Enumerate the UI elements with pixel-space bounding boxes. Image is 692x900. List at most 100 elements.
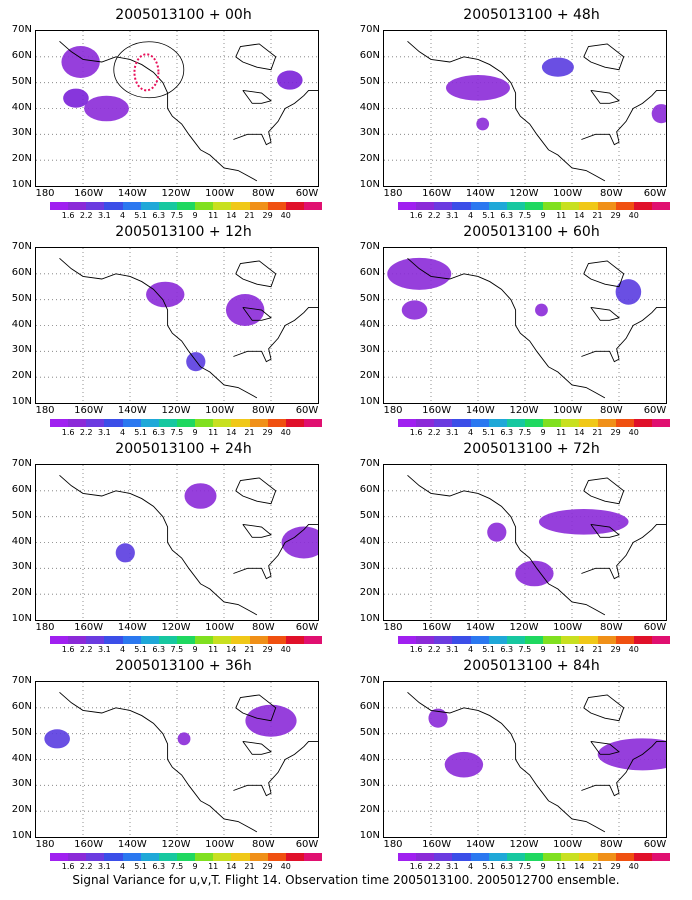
color-scale-bar: [398, 636, 671, 644]
color-swatch: [86, 419, 105, 427]
latitude-label: 20N: [359, 153, 380, 165]
coastline: [590, 740, 620, 755]
longitude-label: 60W: [643, 405, 667, 416]
color-swatch: [615, 419, 634, 427]
color-scale-label: 29: [610, 428, 621, 437]
map-canvas: [384, 248, 666, 403]
color-scale-label: 9: [540, 862, 546, 871]
latitude-label: 30N: [11, 127, 32, 139]
latitude-label: 30N: [11, 344, 32, 356]
variance-contour: [63, 88, 89, 108]
color-scale-label: 14: [574, 428, 585, 437]
longitude-label: 100W: [205, 188, 235, 199]
color-swatch: [543, 202, 562, 210]
color-swatch: [68, 202, 87, 210]
color-scale-label: 6.3: [152, 211, 166, 220]
latitude-label: 50N: [359, 509, 380, 521]
color-swatch: [86, 202, 105, 210]
color-scale-bar: [50, 419, 323, 427]
color-swatch: [50, 202, 69, 210]
map-frame: [383, 30, 667, 187]
panel-title: 2005013100 + 00h: [115, 7, 252, 23]
color-scale-label: 11: [208, 211, 219, 220]
panel-title: 2005013100 + 48h: [463, 7, 600, 23]
color-scale-label: 7.5: [518, 428, 532, 437]
color-swatch: [68, 636, 87, 644]
variance-contour: [146, 281, 185, 308]
longitude-label: 80W: [600, 839, 623, 850]
color-swatch: [398, 419, 417, 427]
coastline: [242, 89, 272, 104]
color-scale-label: 29: [610, 862, 621, 871]
longitude-label: 140W: [117, 188, 147, 199]
longitude-label: 160W: [74, 405, 104, 416]
color-swatch: [597, 419, 616, 427]
color-scale-label: 21: [592, 211, 603, 220]
color-swatch: [488, 636, 507, 644]
latitude-label: 30N: [359, 778, 380, 790]
variance-contour: [538, 509, 629, 535]
color-scale-bar: [50, 636, 323, 644]
longitude-label: 80W: [252, 188, 275, 199]
map-panel: 2005013100 + 60h 70N 60N 50N 40N 30N 20N 10N 180…: [360, 222, 692, 439]
color-swatch: [651, 419, 671, 427]
color-scale-label: 1.6: [61, 645, 75, 654]
latitude-label: 70N: [359, 241, 380, 252]
color-scale-label: 14: [226, 428, 237, 437]
color-scale-label: 29: [610, 211, 621, 220]
color-swatch: [633, 853, 652, 861]
coastline: [59, 691, 258, 833]
longitude-label: 160W: [74, 188, 104, 199]
color-swatch: [633, 202, 652, 210]
color-swatch: [615, 202, 634, 210]
color-scale-label: 9: [192, 645, 198, 654]
variance-contour: [428, 708, 448, 728]
color-scale-label: 1.6: [409, 645, 423, 654]
color-scale-label: 9: [192, 862, 198, 871]
map-canvas: [36, 465, 318, 620]
map-panel: 2005013100 + 24h 70N 60N 50N 40N 30N 20N 10N 180…: [12, 439, 370, 656]
latitude-label: 50N: [11, 75, 32, 87]
longitude-label: 160W: [74, 622, 104, 633]
coastline: [407, 691, 606, 833]
latitude-label: 70N: [11, 458, 32, 469]
color-scale-label: 29: [262, 428, 273, 437]
color-scale-label: 4: [467, 862, 474, 871]
color-scale-label: 2.2: [79, 645, 93, 654]
color-scale-label: 14: [574, 645, 585, 654]
longitude-label: 80W: [600, 622, 623, 633]
color-scale-label: 4: [467, 645, 474, 654]
color-scale-label: 21: [244, 428, 255, 437]
color-swatch: [213, 202, 232, 210]
color-swatch: [195, 419, 214, 427]
panel-title: 2005013100 + 60h: [463, 224, 600, 240]
color-swatch: [285, 636, 304, 644]
color-swatch: [122, 419, 141, 427]
color-scale-label: 4: [119, 645, 126, 654]
color-swatch: [50, 853, 69, 861]
color-swatch: [267, 202, 286, 210]
color-swatch: [122, 636, 141, 644]
color-swatch: [213, 419, 232, 427]
color-swatch: [561, 636, 580, 644]
variance-contour: [446, 75, 510, 101]
color-swatch: [158, 636, 177, 644]
color-swatch: [398, 853, 417, 861]
color-scale-label: 6.3: [152, 428, 166, 437]
longitude-label: 60W: [295, 622, 319, 633]
color-swatch: [470, 419, 489, 427]
map-panel: 2005013100 + 00h 70N 60N 50N 40N 30N 20N 10N 180…: [12, 5, 370, 222]
color-scale-label: 2.2: [79, 862, 93, 871]
color-swatch: [543, 636, 562, 644]
coastline: [242, 306, 272, 321]
latitude-label: 50N: [359, 726, 380, 738]
color-scale-label: 29: [262, 211, 273, 220]
longitude-label: 180: [383, 188, 403, 199]
longitude-label: 60W: [295, 405, 319, 416]
figure-caption: Signal Variance for u,v,T. Flight 14. Ob…: [72, 873, 620, 887]
longitude-label: 100W: [553, 405, 583, 416]
color-scale-label: 2.2: [427, 862, 441, 871]
color-swatch: [158, 202, 177, 210]
color-scale-bar: [398, 202, 671, 210]
color-swatch: [452, 202, 471, 210]
